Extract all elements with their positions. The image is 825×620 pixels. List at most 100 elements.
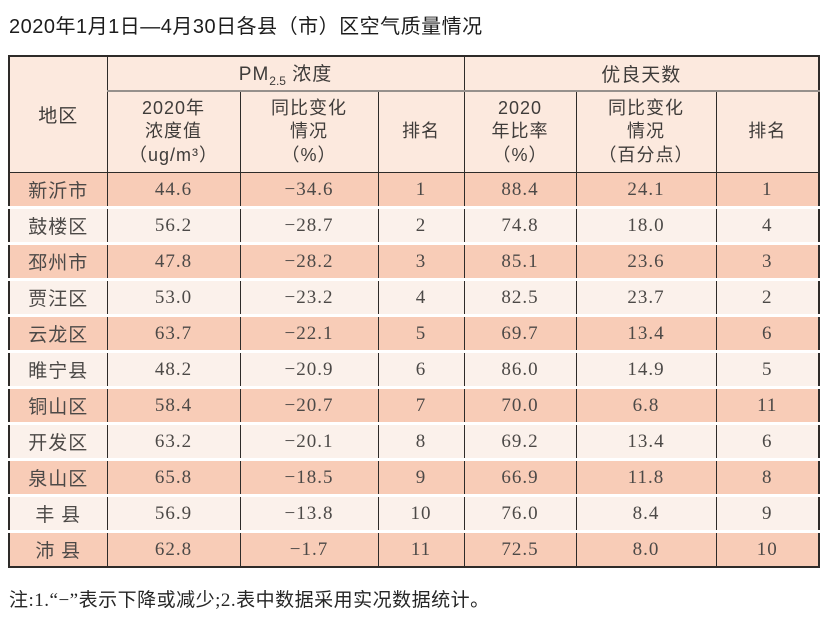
days-ratio-cell: 72.5 (463, 530, 577, 568)
column-header-region: 地区 (8, 56, 108, 173)
region-cell: 贾汪区 (8, 278, 108, 316)
pm25-value-cell: 53.0 (106, 278, 241, 316)
column-header-pm25-value: 2020年 浓度值 （ug/m³） (106, 91, 241, 173)
days-rank-cell: 10 (715, 530, 820, 568)
pm25-change-cell: −1.7 (239, 530, 379, 568)
days-rank-cell: 6 (715, 314, 820, 352)
table-row: 睢宁县 48.2 −20.9 6 86.0 14.9 5 (8, 350, 820, 388)
region-cell: 鼓楼区 (8, 206, 108, 244)
pm25-rank-cell: 2 (377, 206, 465, 244)
pm25-value-cell: 62.8 (106, 530, 241, 568)
column-header-days-change: 同比变化 情况 （百分点） (575, 91, 717, 173)
pm25-rank-cell: 3 (377, 242, 465, 280)
days-change-cell: 13.4 (575, 422, 717, 460)
region-cell: 泉山区 (8, 458, 108, 496)
days-rank-cell: 11 (715, 386, 820, 424)
column-header-days-rank: 排名 (715, 91, 820, 173)
footnote: 注:1.“−”表示下降或减少;2.表中数据采用实况数据统计。 (9, 590, 490, 611)
pm25-change-cell: −18.5 (239, 458, 379, 496)
table-body: 新沂市 44.6 −34.6 1 88.4 24.1 1 鼓楼区 56.2 −2… (8, 172, 820, 568)
days-ratio-cell: 85.1 (463, 242, 577, 280)
pm25-change-cell: −20.7 (239, 386, 379, 424)
days-rank-cell: 9 (715, 494, 820, 532)
region-cell: 开发区 (8, 422, 108, 460)
pm25-prefix: PM (238, 64, 270, 86)
pm25-value-cell: 47.8 (106, 242, 241, 280)
pm25-change-cell: −22.1 (239, 314, 379, 352)
table-row: 贾汪区 53.0 −23.2 4 82.5 23.7 2 (8, 278, 820, 316)
page-title: 2020年1月1日—4月30日各县（市）区空气质量情况 (9, 16, 483, 38)
table-row: 新沂市 44.6 −34.6 1 88.4 24.1 1 (8, 172, 820, 208)
column-header-pm25-change: 同比变化 情况 （%） (239, 91, 379, 173)
table-row: 邳州市 47.8 −28.2 3 85.1 23.6 3 (8, 242, 820, 280)
pm25-rank-cell: 11 (377, 530, 465, 568)
group-header-pm25: PM2.5 浓度 (106, 56, 465, 92)
pm25-value-cell: 56.9 (106, 494, 241, 532)
column-header-days-ratio: 2020 年比率 （%） (463, 91, 577, 173)
days-ratio-cell: 76.0 (463, 494, 577, 532)
pm25-change-cell: −34.6 (239, 172, 379, 208)
region-cell: 云龙区 (8, 314, 108, 352)
table-row: 泉山区 65.8 −18.5 9 66.9 11.8 8 (8, 458, 820, 496)
pm25-rank-cell: 8 (377, 422, 465, 460)
air-quality-table: 地区 PM2.5 浓度 优良天数 2020年 浓度值 （ug/m³） 同比变化 … (8, 55, 821, 568)
days-ratio-cell: 70.0 (463, 386, 577, 424)
table-row: 沛 县 62.8 −1.7 11 72.5 8.0 10 (8, 530, 820, 568)
days-rank-cell: 1 (715, 172, 820, 208)
pm25-value-cell: 48.2 (106, 350, 241, 388)
region-cell: 邳州市 (8, 242, 108, 280)
pm25-rank-cell: 5 (377, 314, 465, 352)
days-ratio-cell: 88.4 (463, 172, 577, 208)
group-header-good-days: 优良天数 (463, 56, 820, 92)
pm25-value-cell: 44.6 (106, 172, 241, 208)
pm25-change-cell: −20.1 (239, 422, 379, 460)
pm25-subscript: 2.5 (269, 73, 286, 88)
region-cell: 沛 县 (8, 530, 108, 568)
pm25-change-cell: −23.2 (239, 278, 379, 316)
pm25-value-cell: 63.2 (106, 422, 241, 460)
pm25-value-cell: 63.7 (106, 314, 241, 352)
days-change-cell: 11.8 (575, 458, 717, 496)
pm25-rank-cell: 6 (377, 350, 465, 388)
column-header-pm25-rank: 排名 (377, 91, 465, 173)
pm25-value-cell: 65.8 (106, 458, 241, 496)
days-change-cell: 23.6 (575, 242, 717, 280)
pm25-value-cell: 56.2 (106, 206, 241, 244)
pm25-value-cell: 58.4 (106, 386, 241, 424)
table-row: 开发区 63.2 −20.1 8 69.2 13.4 6 (8, 422, 820, 460)
days-change-cell: 8.0 (575, 530, 717, 568)
region-cell: 丰 县 (8, 494, 108, 532)
days-rank-cell: 6 (715, 422, 820, 460)
pm25-rank-cell: 4 (377, 278, 465, 316)
days-change-cell: 8.4 (575, 494, 717, 532)
table-header: 地区 PM2.5 浓度 优良天数 2020年 浓度值 （ug/m³） 同比变化 … (8, 56, 820, 173)
days-rank-cell: 5 (715, 350, 820, 388)
days-change-cell: 23.7 (575, 278, 717, 316)
pm25-change-cell: −13.8 (239, 494, 379, 532)
pm25-rank-cell: 1 (377, 172, 465, 208)
pm25-rank-cell: 9 (377, 458, 465, 496)
pm25-rank-cell: 7 (377, 386, 465, 424)
days-ratio-cell: 69.2 (463, 422, 577, 460)
table-row: 丰 县 56.9 −13.8 10 76.0 8.4 9 (8, 494, 820, 532)
pm25-change-cell: −28.2 (239, 242, 379, 280)
table-row: 鼓楼区 56.2 −28.7 2 74.8 18.0 4 (8, 206, 820, 244)
days-change-cell: 18.0 (575, 206, 717, 244)
days-ratio-cell: 69.7 (463, 314, 577, 352)
pm25-change-cell: −28.7 (239, 206, 379, 244)
region-cell: 新沂市 (8, 172, 108, 208)
table-row: 铜山区 58.4 −20.7 7 70.0 6.8 11 (8, 386, 820, 424)
pm25-suffix: 浓度 (285, 64, 333, 86)
pm25-rank-cell: 10 (377, 494, 465, 532)
days-ratio-cell: 86.0 (463, 350, 577, 388)
days-change-cell: 24.1 (575, 172, 717, 208)
pm25-change-cell: −20.9 (239, 350, 379, 388)
region-cell: 铜山区 (8, 386, 108, 424)
days-change-cell: 14.9 (575, 350, 717, 388)
days-rank-cell: 8 (715, 458, 820, 496)
sub-header-row: 2020年 浓度值 （ug/m³） 同比变化 情况 （%） 排名 2020 年比… (9, 91, 820, 173)
days-rank-cell: 4 (715, 206, 820, 244)
days-ratio-cell: 74.8 (463, 206, 577, 244)
days-ratio-cell: 66.9 (463, 458, 577, 496)
